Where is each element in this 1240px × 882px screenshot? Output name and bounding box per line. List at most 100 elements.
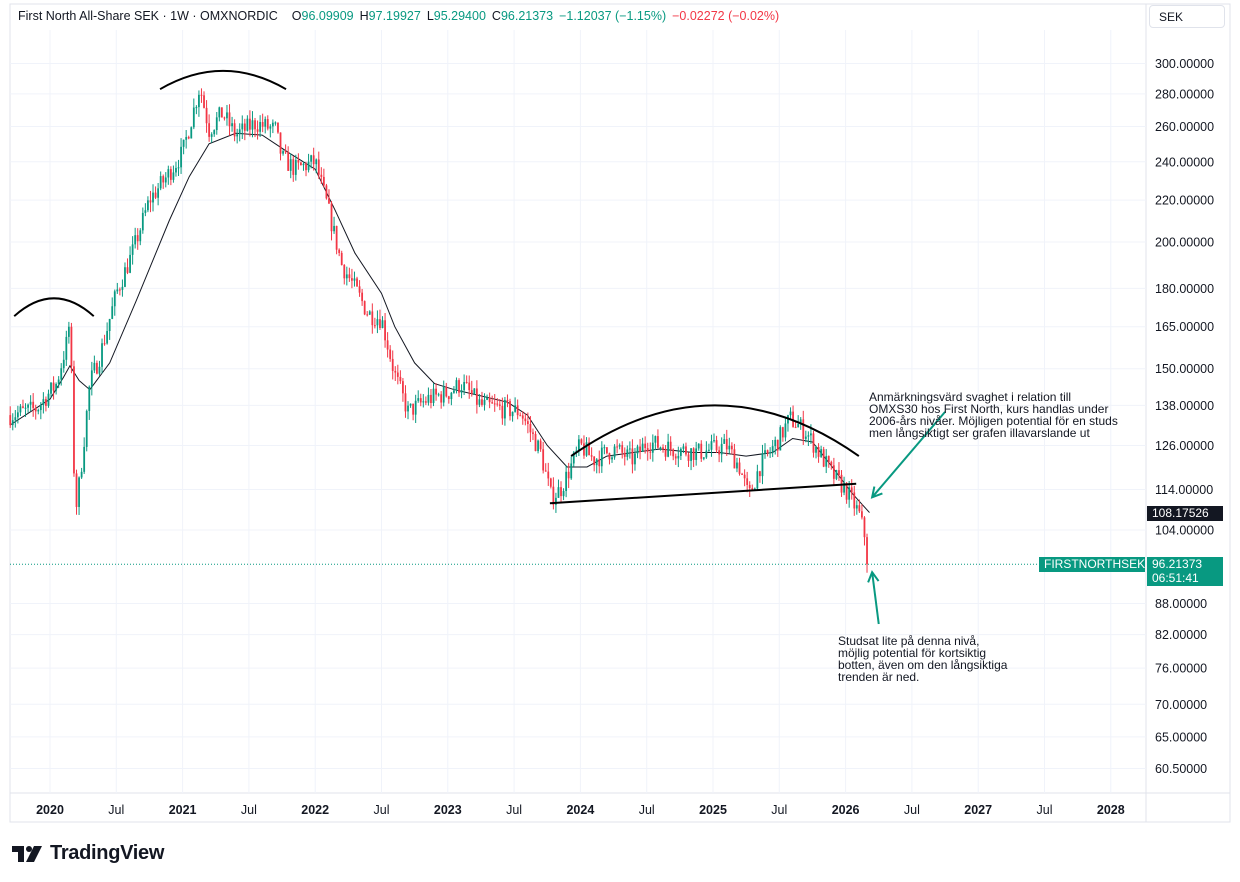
candle [613, 444, 616, 460]
candle-body [96, 362, 98, 374]
candle [488, 392, 491, 409]
candle [432, 383, 435, 407]
candle [348, 267, 351, 282]
candle-body [215, 117, 218, 131]
candle-body [75, 473, 78, 507]
candle [603, 444, 606, 455]
candle [519, 412, 522, 417]
candle-body [470, 390, 473, 394]
candle [631, 439, 634, 474]
candle [430, 389, 432, 409]
candle-body [322, 176, 325, 186]
candle [708, 443, 710, 452]
candle-body [713, 440, 715, 442]
candle [789, 407, 792, 419]
candle-body [172, 172, 175, 180]
candle-body [129, 254, 131, 273]
candle [315, 158, 318, 174]
candle-body [9, 415, 12, 426]
candle-body [320, 174, 323, 177]
candle [259, 115, 262, 137]
candle-body [417, 398, 420, 401]
candle-body [157, 188, 160, 198]
candle-body [496, 403, 499, 405]
candle [75, 469, 78, 515]
candle-body [473, 388, 476, 394]
candle [136, 228, 139, 250]
candle-body [672, 449, 675, 457]
candle-body [537, 440, 539, 452]
close-label: C [491, 9, 501, 23]
candle-body [784, 423, 787, 438]
candle [134, 227, 137, 249]
candle-body [815, 446, 817, 453]
candle [351, 268, 353, 289]
candle-body [147, 200, 149, 211]
candle-body [195, 107, 198, 109]
candle [159, 171, 162, 191]
candle-body [16, 412, 19, 418]
high-value: 97.19927 [368, 9, 421, 23]
y-tick-label: 70.00000 [1155, 698, 1207, 712]
candle [78, 476, 80, 515]
candle [764, 443, 766, 459]
candle [705, 441, 708, 459]
candle-body [753, 488, 756, 490]
candle-body [447, 396, 450, 400]
candle-body [475, 388, 478, 405]
candle [345, 266, 348, 286]
candle-body [501, 405, 504, 419]
candle-body [453, 390, 455, 393]
annotation-note-top[interactable]: Anmärkningsvärd svaghet i relation till … [869, 391, 1118, 439]
candle-body [190, 127, 193, 139]
candle-body [552, 486, 555, 505]
candle-body [52, 382, 55, 391]
candle-body [407, 405, 409, 412]
candle [692, 447, 695, 468]
candle-body [373, 325, 376, 327]
candle [830, 460, 833, 470]
candle-body [356, 278, 358, 287]
candle [29, 395, 32, 411]
x-tick-label: Jul [639, 803, 655, 817]
candle [180, 138, 182, 174]
currency-selector[interactable]: SEK [1149, 5, 1225, 28]
candle-body [769, 452, 772, 454]
candle [460, 384, 463, 399]
candle [325, 183, 328, 200]
y-tick-label: 180.00000 [1155, 282, 1214, 296]
candle-body [669, 441, 672, 450]
candle [251, 111, 254, 138]
candle [463, 374, 466, 395]
candle [577, 435, 580, 457]
annotation-note-bottom[interactable]: Studsat lite på denna nivå, möjlig poten… [838, 635, 1007, 683]
candle-body [282, 151, 284, 154]
candle-body [427, 394, 430, 403]
candle-body [266, 119, 269, 129]
tradingview-logo[interactable]: TradingView [12, 842, 164, 865]
candle-body [249, 118, 251, 130]
candle [70, 322, 73, 374]
candle [738, 457, 741, 476]
candle [210, 132, 213, 143]
symbol-title[interactable]: First North All-Share SEK · 1W · OMXNORD… [18, 9, 278, 23]
candle-body [832, 465, 835, 479]
candle [746, 471, 749, 493]
candle-body [118, 289, 121, 291]
candle [593, 456, 596, 472]
candle [723, 433, 726, 444]
candle-body [725, 439, 728, 450]
candle [37, 408, 40, 415]
candle [784, 417, 787, 442]
note-line: Anmärkningsvärd svaghet i relation till [869, 390, 1072, 404]
candle-body [748, 484, 751, 489]
candle [302, 161, 305, 171]
candle-body [116, 289, 119, 292]
candle-body [756, 471, 759, 489]
candle [690, 447, 692, 471]
candle [526, 412, 529, 434]
candle [111, 297, 114, 320]
y-tick-label: 138.00000 [1155, 399, 1214, 413]
candle [644, 436, 647, 454]
